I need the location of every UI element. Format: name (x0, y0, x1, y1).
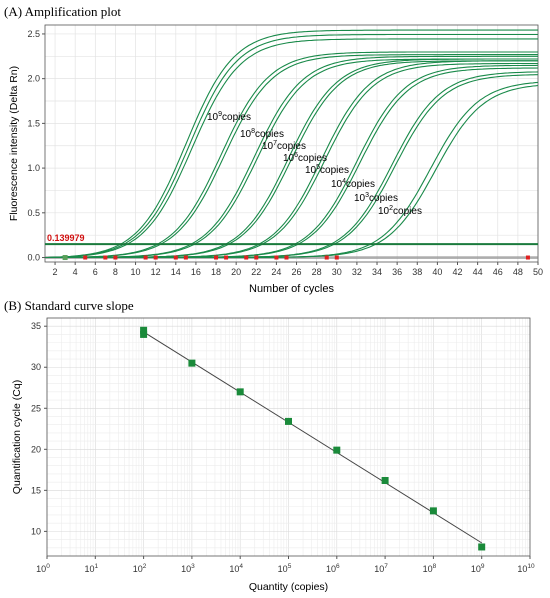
x-tick-label: 4 (73, 267, 78, 277)
baseline-marker (334, 255, 339, 260)
data-point (140, 330, 148, 338)
y-tick-label: 20 (31, 444, 41, 454)
amplification-curve-10^2 (45, 84, 539, 259)
y-tick-label: 2.0 (27, 74, 40, 84)
data-point (333, 446, 341, 454)
baseline-marker (224, 255, 229, 260)
curve-annotation: 108copies (240, 128, 284, 140)
x-tick-label: 40 (432, 267, 442, 277)
x-tick-label: 26 (292, 267, 302, 277)
baseline-marker (324, 255, 329, 260)
x-tick-label: 18 (211, 267, 221, 277)
data-point (478, 543, 486, 551)
y-tick-label: 25 (31, 403, 41, 413)
x-tick-label: 36 (392, 267, 402, 277)
x-tick-label: 14 (171, 267, 181, 277)
curve-annotation: 102copies (378, 205, 422, 217)
x-tick-label: 6 (93, 267, 98, 277)
baseline-marker (274, 255, 279, 260)
baseline-marker (284, 255, 289, 260)
baseline-marker (214, 255, 219, 260)
x-tick-label: 2 (53, 267, 58, 277)
x-tick-label: 24 (271, 267, 281, 277)
x-tick-label: 16 (191, 267, 201, 277)
x-tick-label: 104 (229, 563, 243, 574)
y-axis-label: Quantification cycle (Cq) (11, 380, 23, 494)
y-tick-label: 0.5 (27, 208, 40, 218)
x-tick-label: 44 (473, 267, 483, 277)
x-tick-label: 22 (251, 267, 261, 277)
x-tick-label: 38 (412, 267, 422, 277)
x-tick-label: 20 (231, 267, 241, 277)
x-tick-label: 108 (423, 563, 437, 574)
x-tick-label: 30 (332, 267, 342, 277)
panel-a-title: (A) Amplification plot (4, 4, 121, 19)
curve-annotation: 109copies (207, 111, 251, 123)
standard-curve-plot: 10 15 20 25 30 35 100 101 102 103 104 105 106 107 108 1… (11, 317, 535, 593)
y-tick-label: 1.0 (27, 163, 40, 173)
x-axis-label: Number of cycles (249, 283, 334, 295)
x-tick-label: 10 (131, 267, 141, 277)
y-axis-label: Fluorescence intensity (Delta Rn) (8, 66, 20, 221)
baseline-marker (173, 255, 178, 260)
amplification-curve-10^9 (45, 29, 538, 259)
x-tick-label: 46 (493, 267, 503, 277)
x-tick-label: 107 (374, 563, 388, 574)
x-tick-label: 103 (181, 563, 195, 574)
y-tick-label: 2.5 (27, 29, 40, 39)
y-tick-label: 10 (31, 526, 41, 536)
curve-annotation: 103copies (354, 192, 398, 204)
x-tick-label: 8 (113, 267, 118, 277)
baseline-marker (183, 255, 188, 260)
x-tick-label: 105 (278, 563, 292, 574)
baseline-marker (254, 255, 259, 260)
x-tick-label: 28 (312, 267, 322, 277)
x-tick-label: 109 (471, 563, 485, 574)
x-tick-label: 42 (453, 267, 463, 277)
data-point (236, 388, 244, 396)
x-tick-label: 101 (84, 563, 98, 574)
baseline-marker (143, 255, 148, 260)
data-point (381, 476, 389, 484)
x-tick-label: 106 (326, 563, 340, 574)
data-point (188, 359, 196, 367)
amplification-plot: 0.00.51.01.52.02.52 4 6 8 10 12 14 16 18 20 22 24 26… (8, 24, 543, 295)
x-axis-label: Quantity (copies) (249, 581, 328, 593)
x-tick-label: 102 (133, 563, 147, 574)
x-tick-label: 48 (513, 267, 523, 277)
x-tick-label: 1010 (517, 563, 535, 574)
plot-frame (44, 24, 539, 263)
y-tick-label: 1.5 (27, 118, 40, 128)
x-tick-label: 32 (352, 267, 362, 277)
amplification-curve-10^8 (45, 54, 538, 259)
x-tick-label: 50 (533, 267, 543, 277)
baseline-marker (103, 255, 108, 260)
baseline-marker (83, 255, 88, 260)
data-point (429, 507, 437, 515)
baseline-marker (244, 255, 249, 260)
baseline-marker (153, 255, 158, 260)
curve-annotation: 106copies (283, 152, 327, 164)
amplification-curve-10^9 (45, 33, 538, 259)
curve-annotation: 105copies (305, 164, 349, 176)
x-tick-label: 34 (372, 267, 382, 277)
x-tick-label: 100 (36, 563, 50, 574)
fit-line (143, 331, 482, 544)
x-tick-label: 12 (151, 267, 161, 277)
curve-annotation: 107copies (262, 140, 306, 152)
curve-annotation: 104copies (331, 178, 375, 190)
y-tick-label: 0.0 (27, 253, 40, 263)
threshold-label: 0.139979 (47, 233, 85, 243)
y-tick-label: 30 (31, 362, 41, 372)
y-tick-label: 35 (31, 321, 41, 331)
y-tick-label: 15 (31, 485, 41, 495)
baseline-marker (525, 255, 530, 260)
data-point (140, 326, 148, 334)
data-point (285, 417, 292, 425)
panel-b-title: (B) Standard curve slope (4, 298, 134, 313)
baseline-marker-green (62, 255, 68, 261)
baseline-marker (113, 255, 118, 260)
